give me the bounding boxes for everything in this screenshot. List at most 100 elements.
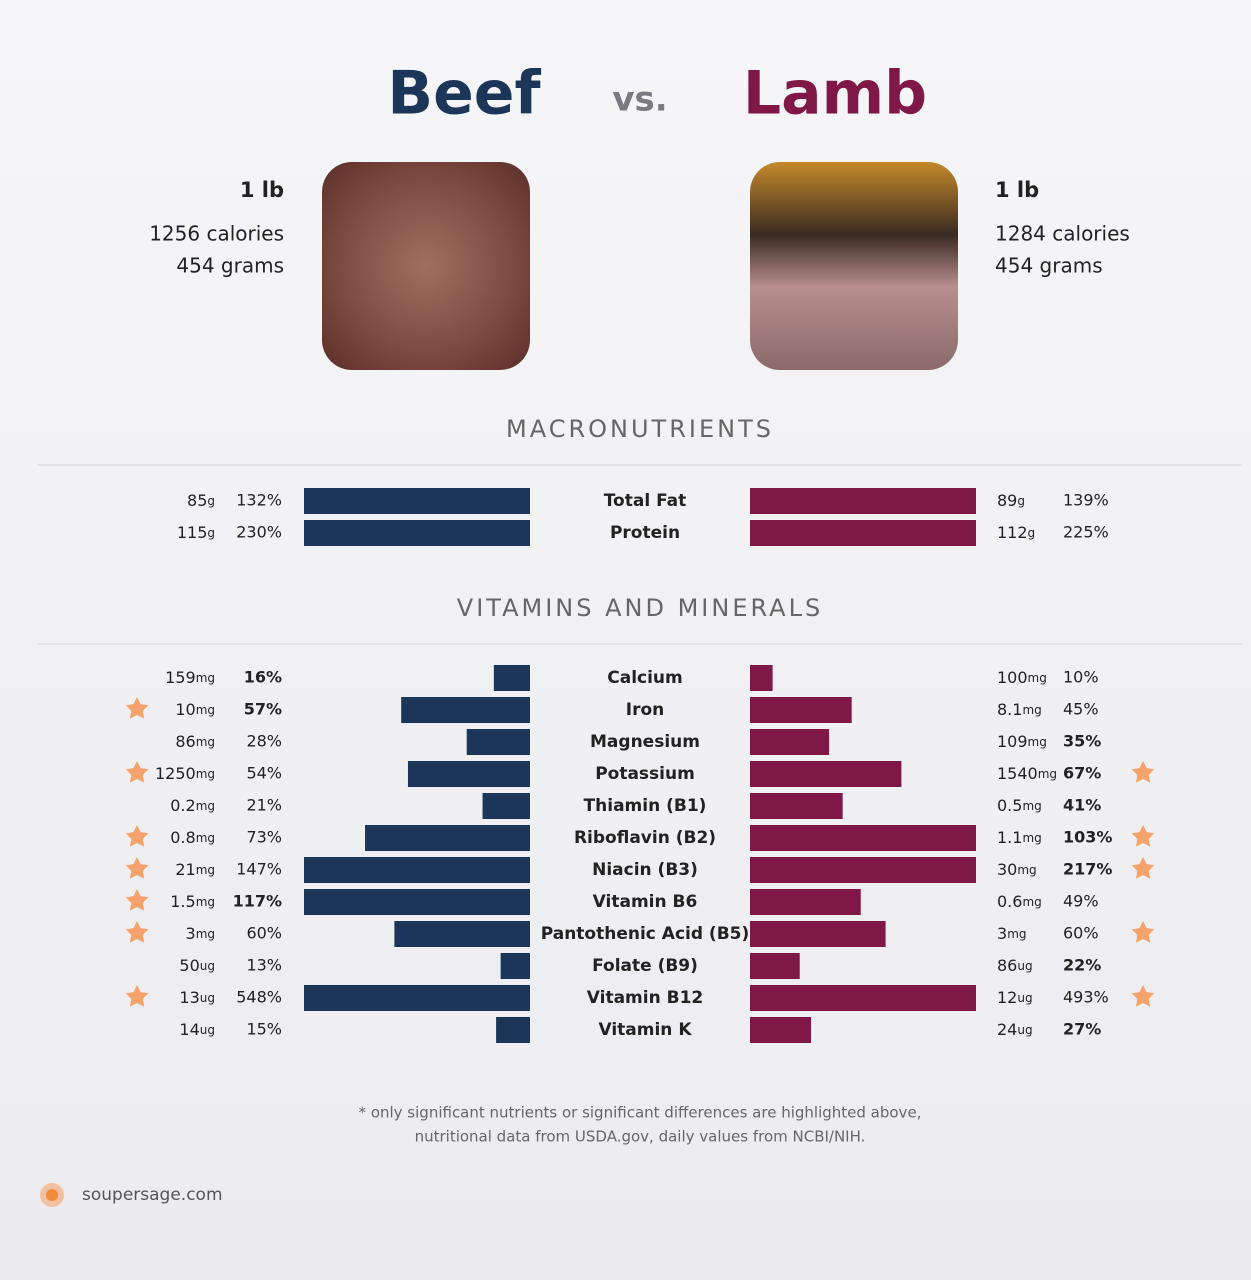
percent: 493% xyxy=(1063,988,1109,1007)
amount-unit: ug xyxy=(200,1023,215,1037)
amount: 0.6mg xyxy=(997,892,1042,911)
percent: 41% xyxy=(1063,796,1101,815)
footnote: nutritional data from USDA.gov, daily va… xyxy=(415,1128,866,1146)
section-title: MACRONUTRIENTS xyxy=(506,415,774,443)
amount: 0.2mg xyxy=(170,796,215,815)
bar xyxy=(750,953,800,979)
amount-value: 14 xyxy=(179,1020,199,1039)
nutrient-name: Riboflavin (B2) xyxy=(574,828,716,848)
star xyxy=(1131,761,1155,783)
amount-unit: ug xyxy=(1017,1023,1032,1037)
percent: 103% xyxy=(1063,828,1112,847)
amount: 1.1mg xyxy=(997,828,1042,847)
amount-value: 86 xyxy=(997,956,1017,975)
amount: 3mg xyxy=(186,924,216,943)
bar xyxy=(750,665,773,691)
bar xyxy=(365,825,530,851)
bar xyxy=(750,793,843,819)
amount-value: 100 xyxy=(997,668,1028,687)
bar xyxy=(750,697,852,723)
amount-value: 24 xyxy=(997,1020,1017,1039)
bar xyxy=(750,985,976,1011)
star xyxy=(125,985,149,1007)
star xyxy=(125,697,149,719)
amount-value: 12 xyxy=(997,988,1017,1007)
amount: 89g xyxy=(997,491,1025,510)
bar xyxy=(750,889,861,915)
amount: 1.5mg xyxy=(170,892,215,911)
amount: 109mg xyxy=(997,732,1047,751)
amount: 85g xyxy=(187,491,215,510)
bar xyxy=(493,665,530,691)
amount: 13ug xyxy=(179,988,215,1007)
bar xyxy=(750,520,976,546)
percent: 54% xyxy=(246,764,282,783)
amount-unit: g xyxy=(1017,494,1025,508)
amount: 159mg xyxy=(165,668,215,687)
footnote: * only significant nutrients or signific… xyxy=(359,1104,922,1122)
percent: 60% xyxy=(1063,924,1099,943)
star xyxy=(1131,825,1155,847)
nutrient-name: Magnesium xyxy=(590,732,700,752)
amount-unit: mg xyxy=(196,895,215,909)
calories: 1284 calories xyxy=(995,222,1130,246)
nutrient-name: Folate (B9) xyxy=(592,956,698,976)
nutrient-name: Vitamin B12 xyxy=(587,988,703,1008)
nutrient-name: Thiamin (B1) xyxy=(584,796,707,816)
amount-unit: ug xyxy=(200,959,215,973)
bar xyxy=(304,488,530,514)
percent: 35% xyxy=(1063,732,1101,751)
percent: 15% xyxy=(246,1020,282,1039)
title-vs: vs. xyxy=(612,80,667,120)
bar xyxy=(750,761,902,787)
amount-unit: g xyxy=(1028,526,1036,540)
amount: 21mg xyxy=(175,860,215,879)
percent: 28% xyxy=(246,732,282,751)
amount-unit: mg xyxy=(196,767,215,781)
amount-unit: g xyxy=(207,494,215,508)
serving: 1 lb xyxy=(995,178,1039,202)
amount-value: 1.1 xyxy=(997,828,1022,847)
amount-unit: g xyxy=(207,526,215,540)
logo xyxy=(46,1189,58,1201)
amount-value: 30 xyxy=(997,860,1017,879)
star xyxy=(125,889,149,911)
amount-value: 21 xyxy=(175,860,195,879)
amount-value: 50 xyxy=(179,956,199,975)
amount-unit: ug xyxy=(200,991,215,1005)
amount-value: 0.5 xyxy=(997,796,1022,815)
bar xyxy=(466,729,530,755)
title-right: Lamb xyxy=(743,59,927,129)
percent: 10% xyxy=(1063,668,1099,687)
section-title: VITAMINS AND MINERALS xyxy=(457,594,823,622)
amount-value: 3 xyxy=(997,924,1007,943)
amount-unit: mg xyxy=(196,799,215,813)
amount-unit: mg xyxy=(1028,735,1047,749)
bar xyxy=(304,520,530,546)
nutrient-name: Calcium xyxy=(607,668,683,688)
nutrient-name: Pantothenic Acid (B5) xyxy=(541,924,750,944)
percent: 13% xyxy=(246,956,282,975)
star xyxy=(125,921,149,943)
percent: 60% xyxy=(246,924,282,943)
serving: 1 lb xyxy=(240,178,284,202)
amount: 12ug xyxy=(997,988,1033,1007)
amount-value: 13 xyxy=(179,988,199,1007)
star xyxy=(1131,921,1155,943)
bar xyxy=(407,761,530,787)
amount-unit: mg xyxy=(1022,895,1041,909)
nutrient-name: Vitamin K xyxy=(598,1020,692,1040)
brand: soupersage.com xyxy=(82,1185,223,1205)
percent: 230% xyxy=(236,523,282,542)
amount: 50ug xyxy=(179,956,215,975)
bar xyxy=(401,697,530,723)
percent: 147% xyxy=(236,860,282,879)
star xyxy=(125,857,149,879)
amount-value: 0.6 xyxy=(997,892,1022,911)
amount-unit: mg xyxy=(196,927,215,941)
amount-value: 1250 xyxy=(155,764,196,783)
percent: 21% xyxy=(246,796,282,815)
amount: 86mg xyxy=(175,732,215,751)
